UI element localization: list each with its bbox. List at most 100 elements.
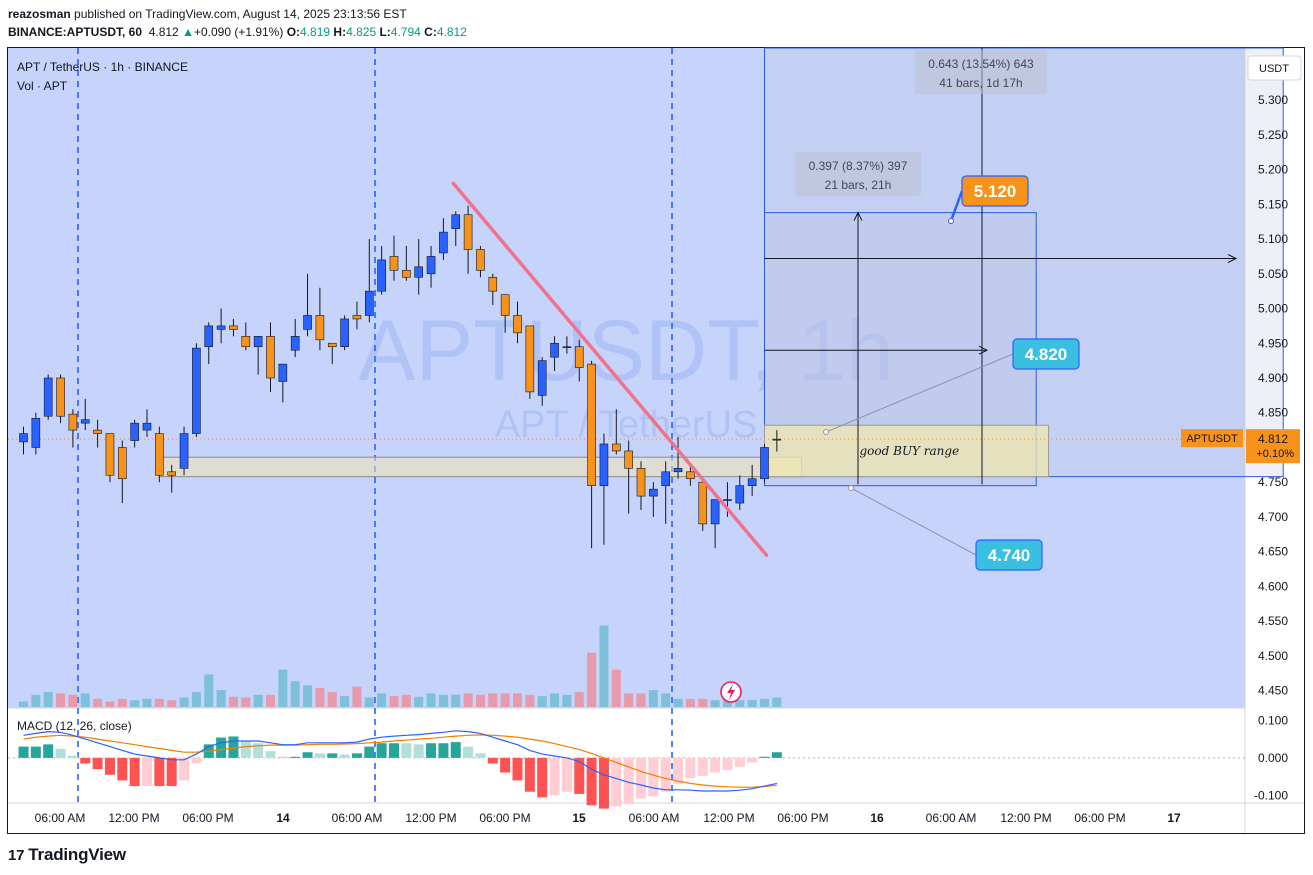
close-label: C: [424,25,437,39]
chart-legend-title[interactable]: APT / TetherUS · 1h · BINANCE [17,60,188,74]
candle-body [500,294,510,316]
candle-body [426,256,436,275]
candle-body [266,336,275,379]
open-label: O: [286,25,301,39]
volume-bar [191,692,201,707]
volume-bar [303,685,313,707]
macd-histogram-bar [290,756,301,758]
alert-bolt-icon [727,684,735,700]
macd-histogram-bar [277,756,288,758]
macd-signal-line [23,734,777,788]
volume-bar [463,693,473,707]
volume-bar [352,686,362,707]
volume-legend[interactable]: Vol · APT [17,79,68,93]
volume-bar [377,693,387,707]
candle-body [414,266,424,278]
macd-histogram-bar [129,757,140,787]
volume-bar [562,694,572,707]
candle-body [772,438,782,441]
volume-bar [648,690,658,707]
candle-body [488,276,498,292]
macd-histogram-bar [228,736,239,758]
macd-histogram-bar [623,757,634,805]
publish-info: reazosman published on TradingView.com, … [8,7,407,21]
price-tick-label: 4.750 [1258,475,1288,489]
macd-legend[interactable]: MACD (12, 26, close) [17,719,132,733]
macd-histogram-bar [179,757,190,781]
macd-histogram-bar [166,757,177,787]
macd-histogram-bar [475,753,486,758]
candle-body [253,336,263,348]
candle-body [649,488,658,497]
candle-body [352,315,362,320]
time-tick-label: 12:00 PM [703,811,754,825]
candle-body [389,256,399,271]
volume-bar [574,692,584,707]
volume-bar [154,698,164,707]
volume-bar [438,694,448,707]
macd-histogram-bar [43,744,54,758]
volume-bar [550,693,560,707]
volume-bar [43,692,53,707]
volume-bar [142,698,152,707]
macd-histogram-bar [586,757,597,806]
symbol-label[interactable]: BINANCE:APTUSDT, 60 [8,25,143,39]
candle-body [241,336,251,348]
volume-bar [389,696,399,707]
time-tick-label: 15 [572,811,586,825]
volume-bar [698,698,708,707]
time-tick-label: 06:00 AM [332,811,383,825]
volume-bar [624,693,634,707]
time-tick-label: 06:00 PM [182,811,233,825]
price-tick-label: 4.550 [1258,614,1288,628]
candle-body [476,249,485,271]
current-change-tag: +0.10% [1256,448,1294,460]
candle-body [93,429,102,434]
buy-range-label: good BUY range [860,444,960,458]
candle-body [525,325,535,393]
measure-info-2: 0.643 (13.54%) 643 41 bars, 1d 17h [915,50,1047,94]
candle-body [278,363,288,382]
candle-body [80,419,90,424]
macd-histogram-bar [104,757,115,775]
macd-histogram-bar [611,757,622,807]
macd-histogram-bar [55,748,66,758]
price-callout-mid-leader [825,353,1014,433]
volume-bar [241,697,251,707]
macd-histogram-bar [747,757,758,763]
candle-body [364,290,374,316]
volume-bar [364,697,374,707]
ohlc-bar: BINANCE:APTUSDT, 60 4.812 ▲+0.090 (+1.91… [8,25,467,39]
macd-histogram-bar [253,743,264,758]
candle-body [327,342,337,348]
candle-body [192,347,201,434]
candle-body [377,259,386,292]
macd-histogram-bar [117,757,128,781]
candle-body [451,214,461,229]
macd-histogram-bar [697,757,708,776]
candle-body [550,342,559,358]
candle-body [179,433,189,469]
candle-body [43,377,53,417]
candle-body [723,499,732,501]
candle-body [68,413,78,431]
price-tick-label: 4.500 [1258,649,1288,663]
volume-bar [599,625,609,707]
macd-histogram-bar [67,755,78,758]
candle-body [710,499,720,525]
candle-body [611,443,621,452]
tradingview-logo[interactable]: 17 TradingView [8,845,126,865]
macd-line [23,730,778,792]
measure-info-1-line1: 0.397 (8.37%) 397 [809,159,908,173]
author-name[interactable]: reazosman [8,7,71,21]
volume-bar [513,693,522,707]
candle-body [204,325,214,348]
volume-bar [488,693,498,707]
volume-bar [167,700,177,707]
macd-histogram-bar [537,757,548,798]
candle-body [760,447,769,480]
time-tick-label: 06:00 AM [35,811,86,825]
volume-bar [340,696,350,707]
candle-body [19,433,28,443]
